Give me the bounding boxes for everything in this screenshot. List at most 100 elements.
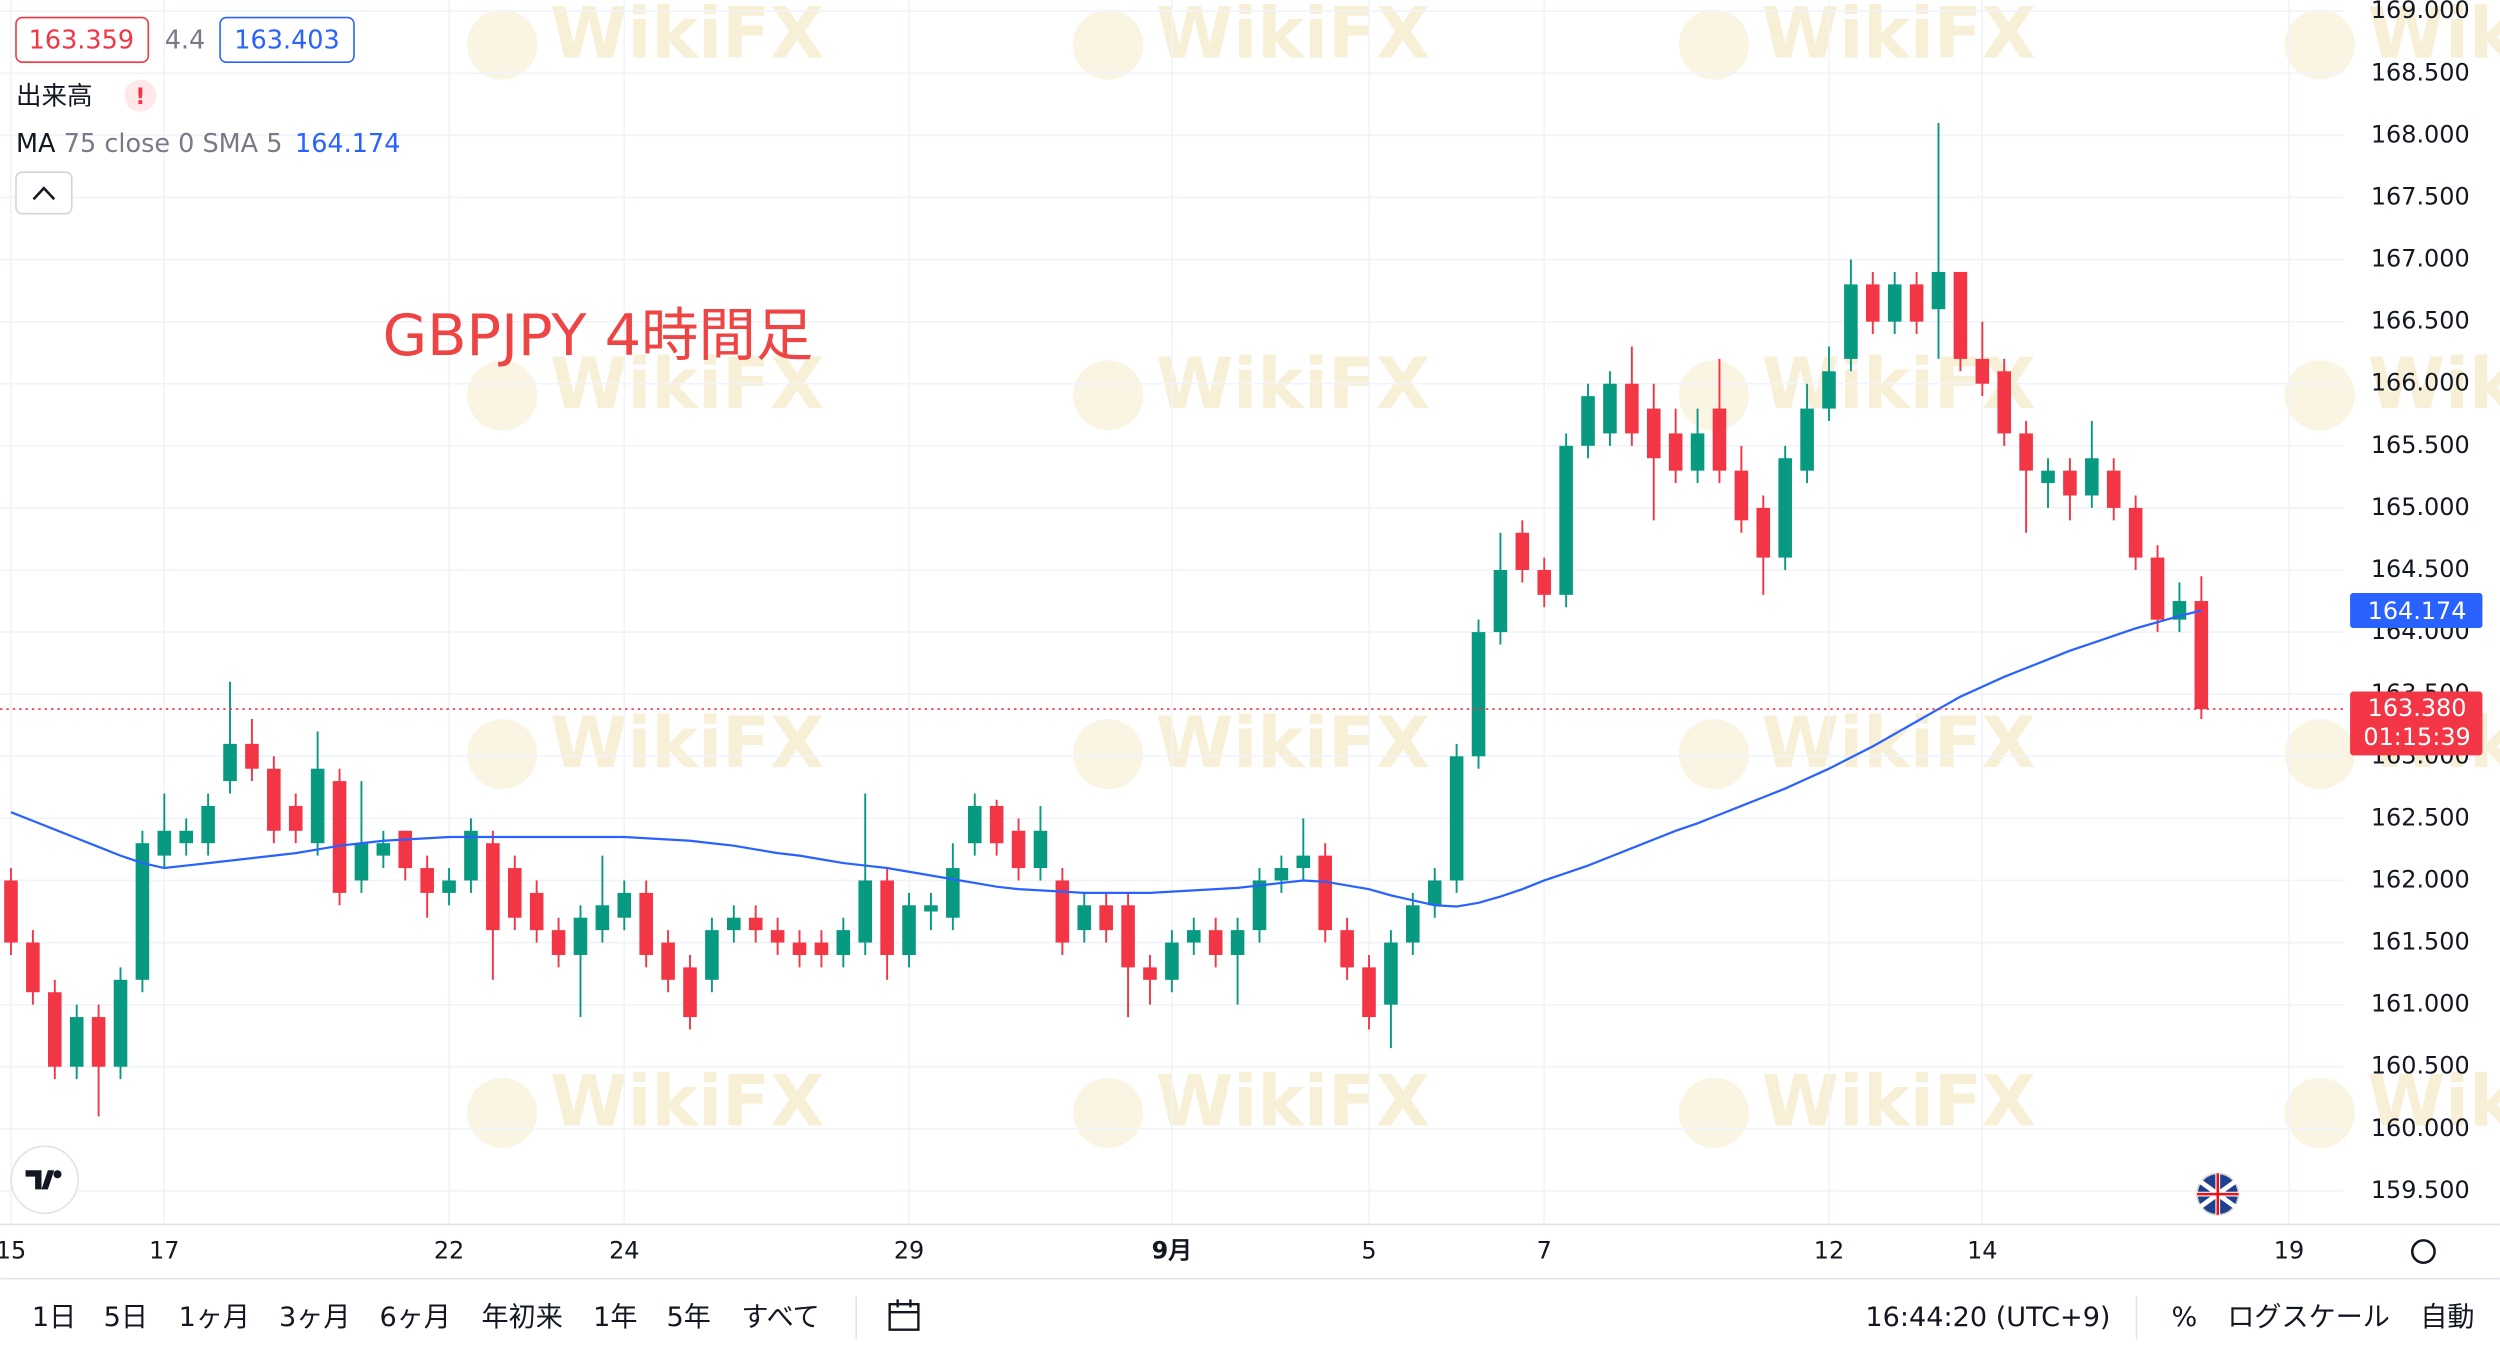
logo-mark <box>25 1170 62 1190</box>
candle-body <box>1822 371 1836 409</box>
watermark-logo <box>2284 1077 2355 1148</box>
candle-body <box>1099 905 1113 931</box>
spread: 4.4 <box>165 25 206 55</box>
watermarks: WikiFX WikiFX WikiFX WikiFX WikiFX WikiFX Wiki… <box>467 0 2500 1148</box>
candle-body <box>551 930 566 955</box>
candle-body <box>26 942 40 993</box>
x-tick-label: 15 <box>0 1237 26 1265</box>
candle-body <box>91 1017 106 1067</box>
candle-body <box>2041 470 2055 484</box>
log-scale-button[interactable]: ログスケール <box>2227 1302 2390 1333</box>
candle-body <box>2063 470 2077 496</box>
candle-body <box>1252 880 1267 931</box>
watermark: WikiFX <box>550 702 824 784</box>
candle-body <box>573 917 588 955</box>
candle-body <box>902 905 916 955</box>
watermark-logo <box>2284 360 2355 431</box>
x-tick-label: 29 <box>894 1237 924 1265</box>
collapse-icon <box>32 186 56 201</box>
x-tick-label: 22 <box>434 1237 464 1265</box>
candle-body <box>639 892 653 955</box>
watermark: WikiFX <box>2368 1061 2500 1143</box>
range-button[interactable]: 1ヶ月 <box>179 1302 250 1333</box>
candle-body <box>1931 271 1946 310</box>
range-button[interactable]: 6ヶ月 <box>379 1302 450 1333</box>
candle-body <box>683 967 697 1018</box>
candle-body <box>1274 868 1289 881</box>
candle-body <box>398 830 413 869</box>
y-tick-label: 160.500 <box>2371 1052 2470 1080</box>
candle-body <box>967 805 982 844</box>
watermark-logo <box>467 360 538 431</box>
collapse-button[interactable] <box>15 171 73 215</box>
watermark-logo <box>1073 1077 1144 1148</box>
candle-body <box>2106 470 2121 508</box>
countdown: 01:15:39 <box>2363 723 2470 751</box>
candle-body <box>1953 271 1968 359</box>
candle-body <box>2128 507 2143 558</box>
watermark: WikiFX <box>1156 0 1430 74</box>
range-button[interactable]: 5年 <box>666 1302 710 1333</box>
candle-body <box>1230 930 1245 955</box>
range-button[interactable]: 1日 <box>32 1302 76 1333</box>
candle-body <box>1909 284 1924 322</box>
candle-body <box>4 880 18 943</box>
candle-body <box>2194 601 2209 710</box>
x-tick-label: 14 <box>1967 1237 1997 1265</box>
candle-body <box>1427 880 1442 906</box>
range-button[interactable]: 年初来 <box>482 1302 563 1333</box>
candle-body <box>1121 905 1135 968</box>
candle-body <box>1997 371 2012 434</box>
candle-body <box>245 743 259 769</box>
candle-body <box>1800 408 1814 471</box>
candle-body <box>880 880 894 955</box>
ma-tag <box>2350 592 2483 629</box>
candle-body <box>1603 383 1617 434</box>
auto-button[interactable]: 自動 <box>2420 1302 2474 1333</box>
candle-body <box>157 830 172 856</box>
candle-body <box>1296 855 1311 869</box>
calendar-icon[interactable] <box>888 1299 920 1331</box>
y-tick-label: 160.000 <box>2371 1114 2470 1142</box>
range-button[interactable]: 3ヶ月 <box>279 1302 350 1333</box>
y-tick-label: 167.000 <box>2371 245 2470 273</box>
candle-body <box>1471 632 1486 757</box>
candle-body <box>354 843 369 881</box>
candle-body <box>2085 458 2099 496</box>
watermark-logo <box>1073 719 1144 790</box>
watermark: WikiFX <box>1762 1061 2036 1143</box>
candle-body <box>617 892 632 918</box>
candle-body <box>748 917 763 931</box>
candle-body <box>1625 383 1639 434</box>
settings-icon[interactable] <box>2410 1239 2436 1264</box>
candle-body <box>332 781 347 893</box>
x-tick-label: 24 <box>609 1237 639 1265</box>
watermark-logo <box>467 719 538 790</box>
last-price-label: 163.380 <box>2368 694 2467 722</box>
watermark: WikiFX <box>1156 702 1430 784</box>
y-tick-label: 159.500 <box>2371 1176 2470 1204</box>
watermark-logo <box>1678 9 1750 80</box>
percent-button[interactable]: % <box>2172 1302 2198 1333</box>
candle-body <box>924 905 938 912</box>
range-button[interactable]: すべて <box>741 1302 819 1333</box>
candle-body <box>989 805 1004 844</box>
y-tick-label: 162.500 <box>2371 803 2470 831</box>
y-tick-label: 165.500 <box>2371 431 2470 459</box>
range-button[interactable]: 1年 <box>593 1302 637 1333</box>
watermark: WikiFX <box>1762 0 2036 74</box>
alert-icon <box>124 79 157 112</box>
candle-body <box>201 805 215 844</box>
candle-body <box>48 992 62 1067</box>
candle-body <box>770 930 785 943</box>
watermark-logo <box>2284 9 2355 80</box>
range-button[interactable]: 5日 <box>104 1302 148 1333</box>
y-tick-label: 167.500 <box>2371 182 2470 210</box>
bid: 163.359 <box>29 25 134 55</box>
candle-body <box>179 830 194 844</box>
candle-body <box>223 743 237 782</box>
candle-body <box>946 868 960 918</box>
y-tick-label: 164.500 <box>2371 555 2470 583</box>
